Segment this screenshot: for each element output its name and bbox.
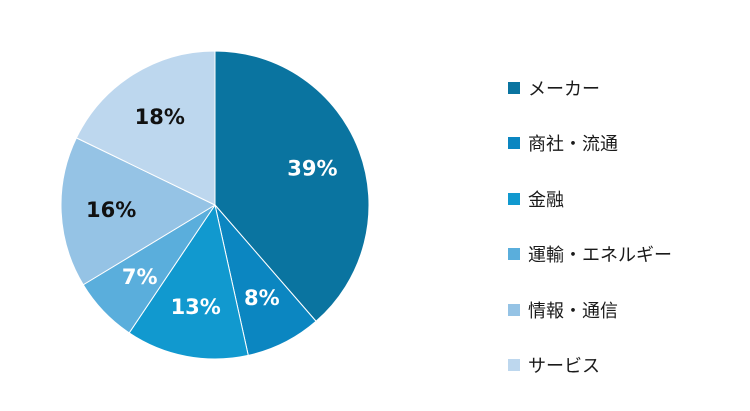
legend-item: 金融 [508,171,672,227]
pie-slice [214,50,370,322]
legend-swatch [508,303,520,316]
data-label: 8% [244,286,280,310]
legend-swatch [508,192,520,205]
legend-label: サービス [528,356,600,378]
legend-label: 金融 [528,189,564,211]
legend-swatch [508,248,520,261]
legend-item: 運輸・エネルギー [508,227,672,283]
data-label: 16% [86,198,136,222]
legend-swatch [508,137,520,150]
legend-label: 商社・流通 [528,134,618,156]
legend-label: メーカー [528,78,600,100]
legend-item: 情報・通信 [508,282,672,338]
legend-swatch [508,359,520,372]
data-label: 7% [122,265,158,289]
chart-legend: メーカー商社・流通金融運輸・エネルギー 情報・通信サービス [508,60,672,393]
legend-label: 運輸・エネルギー [528,245,672,267]
legend-label: 情報・通信 [528,300,618,322]
pie-slice [128,203,249,360]
legend-item: 商社・流通 [508,116,672,172]
pie-labels: 39% 8% 13% 7% 16% 18% [86,105,338,319]
legend-item: メーカー [508,60,672,116]
legend-item: サービス [508,338,672,394]
legend-swatch [508,81,520,94]
data-label: 13% [171,295,221,319]
pie-slices [60,50,370,360]
data-label: 18% [135,105,185,129]
pie-slice [60,137,217,286]
data-label: 39% [287,157,337,181]
pie-slice [75,50,216,206]
